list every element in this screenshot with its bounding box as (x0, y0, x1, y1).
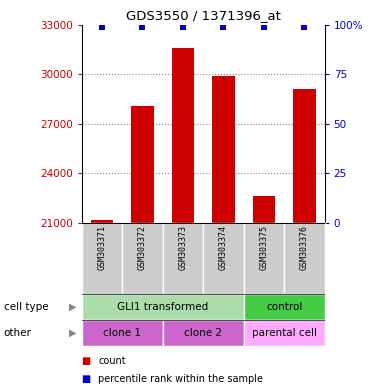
Bar (162, 320, 244, 346)
Bar (82, 223, 122, 294)
Text: cell type: cell type (4, 302, 48, 312)
Text: count: count (98, 356, 126, 366)
Bar (131, 106, 154, 223)
Text: GSM303371: GSM303371 (97, 225, 106, 270)
Title: GDS3550 / 1371396_at: GDS3550 / 1371396_at (126, 9, 280, 22)
Bar (244, 294, 325, 320)
Text: GSM303372: GSM303372 (138, 225, 147, 270)
Text: GSM303373: GSM303373 (178, 225, 187, 270)
Text: parental cell: parental cell (252, 328, 316, 338)
Bar (253, 196, 275, 223)
Bar (162, 223, 203, 294)
Text: ■: ■ (82, 356, 91, 366)
Bar (212, 76, 234, 223)
Text: ■: ■ (82, 374, 91, 384)
Text: GSM303375: GSM303375 (259, 225, 268, 270)
Bar (82, 320, 162, 346)
Text: clone 1: clone 1 (103, 328, 141, 338)
Text: percentile rank within the sample: percentile rank within the sample (98, 374, 263, 384)
Text: ▶: ▶ (69, 302, 76, 312)
Bar (293, 89, 315, 223)
Text: control: control (266, 302, 302, 312)
Bar (122, 223, 162, 294)
Bar (203, 223, 244, 294)
Bar (91, 220, 113, 223)
Bar (82, 294, 244, 320)
Text: other: other (4, 328, 32, 338)
Text: clone 2: clone 2 (184, 328, 222, 338)
Bar (244, 320, 325, 346)
Bar (172, 48, 194, 223)
Bar (284, 223, 325, 294)
Bar (244, 223, 284, 294)
Text: ▶: ▶ (69, 328, 76, 338)
Text: GSM303374: GSM303374 (219, 225, 228, 270)
Text: GSM303376: GSM303376 (300, 225, 309, 270)
Text: GLI1 transformed: GLI1 transformed (117, 302, 208, 312)
